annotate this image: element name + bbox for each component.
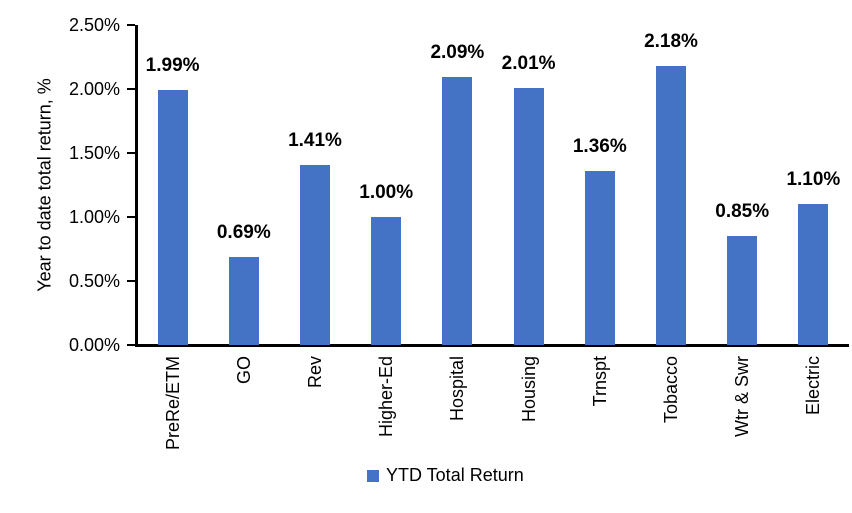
bar — [157, 90, 188, 345]
data-label: 2.18% — [644, 30, 698, 52]
y-tick-mark — [127, 24, 135, 26]
x-axis-label: PreRe/ETM — [162, 356, 183, 451]
y-tick-mark — [127, 88, 135, 90]
bar — [513, 87, 544, 345]
y-tick-label: 0.00% — [68, 335, 120, 355]
y-axis-title: Year to date total return, % — [34, 78, 55, 292]
y-tick-mark — [127, 216, 135, 218]
x-axis-label: Wtr & Swr — [732, 356, 753, 437]
data-label: 0.69% — [216, 221, 271, 243]
data-label: 1.41% — [288, 129, 342, 151]
y-tick-label: 0.50% — [68, 271, 120, 291]
bar — [798, 204, 829, 345]
y-axis-line — [135, 25, 138, 347]
x-axis-label: Electric — [803, 356, 824, 416]
x-axis-label: Rev — [305, 356, 325, 389]
legend-swatch-icon — [367, 469, 379, 482]
data-label: 1.99% — [145, 55, 200, 77]
bar — [656, 65, 686, 345]
bar — [371, 217, 402, 345]
bar — [584, 170, 615, 345]
y-tick-mark — [127, 152, 135, 154]
y-tick-label: 2.00% — [68, 79, 120, 99]
x-axis-label: Housing — [518, 356, 539, 423]
bar — [727, 236, 758, 345]
y-tick-label: 2.50% — [68, 15, 120, 35]
bar — [442, 77, 473, 345]
x-axis-label: GO — [233, 356, 254, 385]
y-tick-label: 1.00% — [68, 207, 120, 227]
data-label: 2.01% — [501, 52, 556, 74]
data-label: 1.36% — [572, 135, 627, 157]
y-tick-mark — [127, 280, 135, 282]
bar — [228, 256, 259, 345]
y-tick-mark — [127, 344, 135, 346]
legend: YTD Total Return — [367, 465, 524, 486]
data-label: 1.00% — [359, 182, 414, 203]
data-label: 2.09% — [430, 42, 485, 64]
x-axis-label: Trnspt — [589, 356, 610, 407]
x-axis-label: Tobacco — [661, 356, 681, 424]
x-axis-line — [135, 344, 849, 347]
x-axis-label: Higher-Ed — [376, 356, 397, 438]
x-axis-label: Hospital — [447, 356, 468, 422]
legend-label: YTD Total Return — [386, 465, 524, 485]
bar — [300, 164, 330, 345]
data-label: 0.85% — [715, 201, 770, 223]
data-label: 1.10% — [786, 169, 841, 191]
y-tick-label: 1.50% — [68, 143, 120, 163]
